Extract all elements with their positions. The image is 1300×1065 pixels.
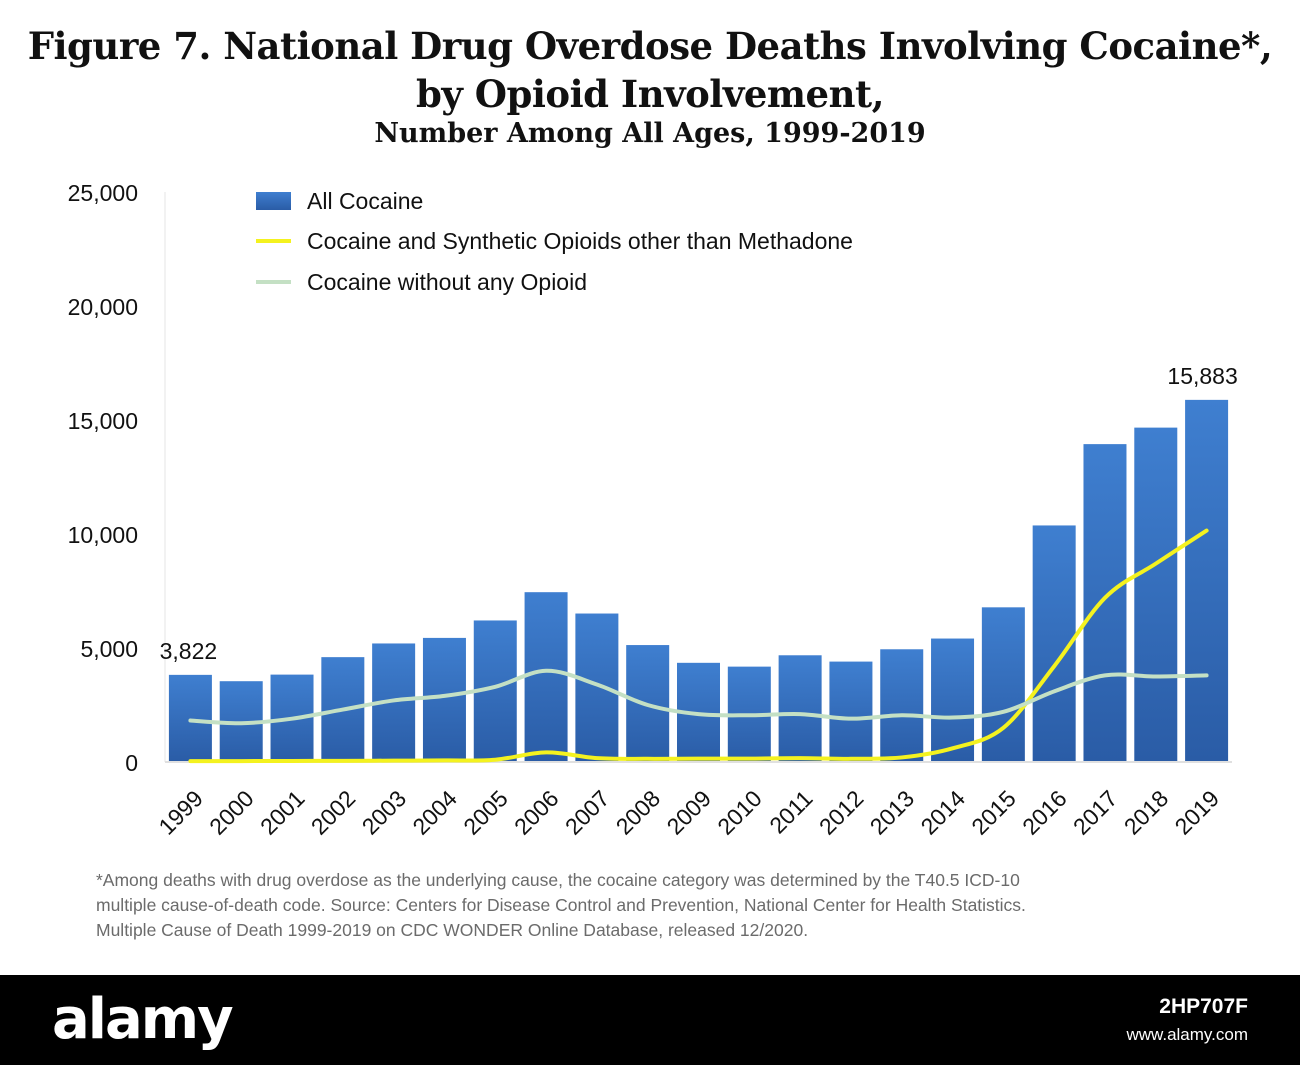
bar bbox=[931, 638, 975, 762]
x-tick-label: 2004 bbox=[407, 785, 462, 840]
bar bbox=[168, 674, 212, 762]
watermark-logo: alamy bbox=[52, 987, 234, 1052]
y-tick-label: 20,000 bbox=[68, 294, 138, 320]
x-tick-label: 2006 bbox=[509, 785, 564, 840]
x-tick-label: 2003 bbox=[357, 785, 412, 840]
legend-label: All Cocaine bbox=[307, 188, 423, 214]
footnote-line: multiple cause-of-death code. Source: Ce… bbox=[96, 895, 1026, 915]
y-tick-label: 5,000 bbox=[80, 636, 138, 662]
chart-title-line-2: by Opioid Involvement, bbox=[416, 72, 884, 116]
legend-label: Cocaine and Synthetic Opioids other than… bbox=[307, 228, 853, 254]
y-tick-label: 10,000 bbox=[68, 522, 138, 548]
x-tick-label: 2014 bbox=[916, 785, 971, 840]
image-id: 2HP707F bbox=[1159, 995, 1248, 1018]
data-labels: 3,822 15,883 bbox=[160, 363, 1238, 664]
bar bbox=[1134, 427, 1178, 762]
x-tick-label: 2007 bbox=[560, 785, 615, 840]
bar bbox=[1185, 399, 1229, 762]
x-tick-label: 2017 bbox=[1068, 785, 1123, 840]
x-tick-label: 1999 bbox=[153, 785, 208, 840]
footnote: *Among deaths with drug overdose as the … bbox=[96, 868, 1216, 943]
bar bbox=[1083, 444, 1127, 762]
no-opioid-line bbox=[188, 668, 1209, 726]
line-series bbox=[188, 528, 1209, 764]
bar-series bbox=[165, 399, 1232, 763]
data-label: 15,883 bbox=[1167, 363, 1237, 389]
bar bbox=[524, 592, 568, 762]
y-axis: 0 5,000 10,000 15,000 20,000 25,000 bbox=[68, 180, 166, 776]
chart-subtitle: Number Among All Ages, 1999-2019 bbox=[374, 118, 926, 149]
legend-label: Cocaine without any Opioid bbox=[307, 269, 587, 295]
data-label: 3,822 bbox=[160, 638, 218, 664]
x-tick-label: 2001 bbox=[255, 785, 310, 840]
x-tick-label: 2000 bbox=[204, 785, 259, 840]
y-tick-label: 25,000 bbox=[68, 180, 138, 206]
bar bbox=[422, 637, 466, 762]
footnote-line: Multiple Cause of Death 1999-2019 on CDC… bbox=[96, 920, 809, 940]
x-tick-label: 2015 bbox=[966, 785, 1021, 840]
watermark-site: www.alamy.com bbox=[1126, 1025, 1248, 1044]
x-tick-label: 2012 bbox=[814, 785, 869, 840]
legend-swatch bbox=[256, 192, 291, 210]
footnote-line: *Among deaths with drug overdose as the … bbox=[96, 870, 1020, 890]
y-tick-label: 0 bbox=[125, 750, 138, 776]
bar bbox=[575, 613, 619, 762]
x-axis: 1999200020012002200320042005200620072008… bbox=[153, 785, 1224, 840]
x-tick-label: 2008 bbox=[611, 785, 666, 840]
x-tick-label: 2018 bbox=[1119, 785, 1174, 840]
watermark-bar: alamy 2HP707F www.alamy.com bbox=[0, 975, 1300, 1065]
x-tick-label: 2011 bbox=[764, 785, 817, 838]
x-tick-label: 2016 bbox=[1017, 785, 1072, 840]
x-tick-label: 2013 bbox=[865, 785, 920, 840]
bar bbox=[880, 649, 924, 762]
x-tick-label: 2019 bbox=[1170, 785, 1225, 840]
synthetic-opioids-line bbox=[188, 528, 1209, 764]
chart-title: Figure 7. National Drug Overdose Deaths … bbox=[27, 24, 1273, 68]
bar bbox=[829, 661, 873, 762]
x-tick-label: 2002 bbox=[306, 785, 361, 840]
legend: All Cocaine Cocaine and Synthetic Opioids… bbox=[256, 188, 853, 295]
x-tick-label: 2009 bbox=[661, 785, 716, 840]
y-tick-label: 15,000 bbox=[68, 408, 138, 434]
bar bbox=[778, 655, 822, 762]
x-tick-label: 2010 bbox=[712, 785, 767, 840]
x-tick-label: 2005 bbox=[458, 785, 513, 840]
